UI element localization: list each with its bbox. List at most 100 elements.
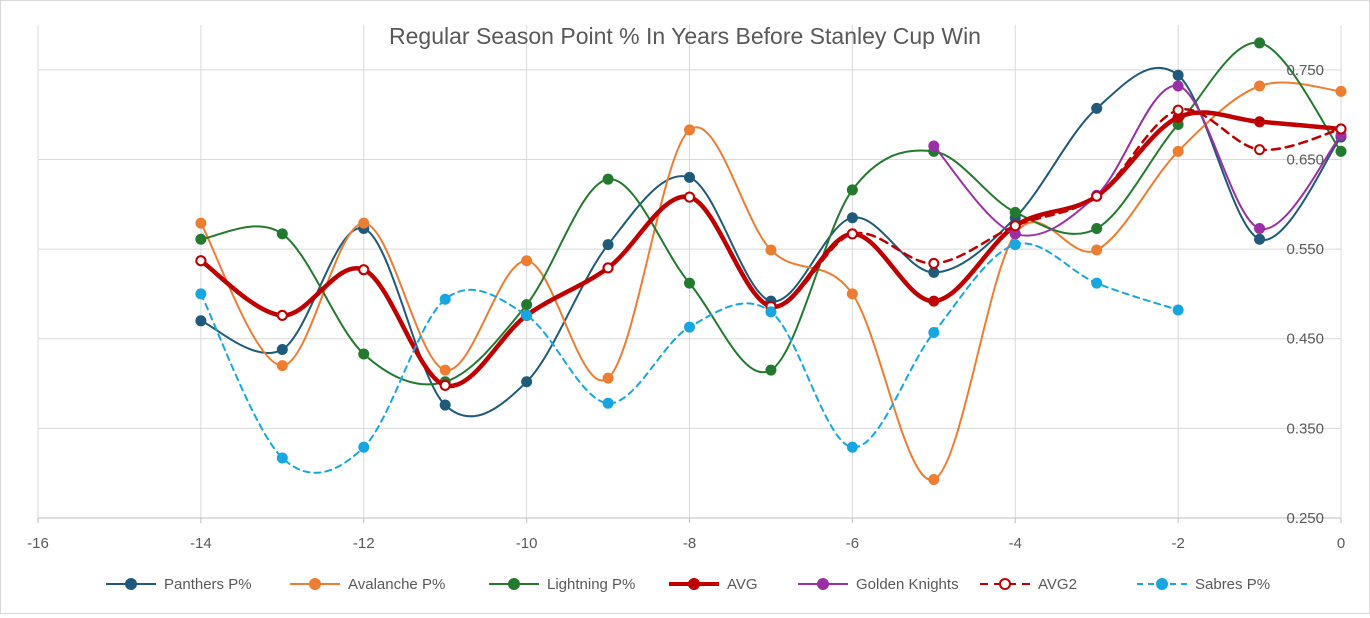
legend-item-avg: AVG [669,576,758,593]
data-point [602,173,614,185]
legend-item-golden-knights: Golden Knights [798,576,959,593]
data-point [439,364,451,376]
legend-swatch-marker [817,578,829,590]
x-tick-label: -6 [846,535,859,552]
data-point [1335,85,1347,97]
data-point [846,212,858,224]
data-point [195,255,207,267]
gridlines [37,25,1342,519]
legend-item-sabres-p: Sabres P% [1137,576,1270,593]
data-point [1172,80,1184,92]
y-tick-label: 0.650 [1286,151,1324,168]
series-sabres-p [195,239,1184,474]
data-point [928,295,940,307]
data-point [602,372,614,384]
data-point [684,171,695,183]
data-point [765,364,777,376]
data-point [1254,37,1266,49]
series-avalanche-p [195,80,1347,485]
data-point [1172,145,1184,157]
data-point [1254,233,1266,245]
legend-label: AVG2 [1038,576,1077,593]
legend-item-panthers-p: Panthers P% [106,576,252,593]
legend-swatch-marker [508,578,520,590]
tick-labels: -16 -14 -12 -10 -8 -6 -4 -2 0 0.250 0.350 0.450 0.55… [27,62,1345,552]
x-tick-label: -12 [353,535,375,552]
data-point [1335,123,1347,135]
series-lightning-p [195,37,1347,388]
legend-label: AVG [727,576,758,593]
legend-label: Lightning P% [547,576,635,593]
series-line-avalanche-p [199,81,1342,481]
data-point [684,321,695,333]
data-point [276,309,288,321]
data-point [846,228,858,240]
data-point [1009,220,1021,232]
y-tick-label: 0.450 [1286,331,1324,348]
data-point [439,379,451,391]
x-tick-label: -10 [516,535,538,552]
data-point [1091,277,1103,289]
data-point [276,452,288,464]
data-point [276,360,288,372]
data-point [276,343,288,355]
legend-item-lightning-p: Lightning P% [489,576,635,593]
data-point [684,277,695,289]
chart-title: Regular Season Point % In Years Before S… [389,23,981,49]
legend-swatch-marker [999,578,1011,590]
data-point [439,399,451,411]
legend-swatch-marker [125,578,137,590]
data-point [684,124,695,136]
x-tick-label: 0 [1337,535,1345,552]
legend-label: Panthers P% [164,576,252,593]
data-point [358,264,370,276]
data-point [521,309,533,321]
data-point [195,288,207,300]
data-point [1009,239,1021,251]
x-tick-label: -16 [27,535,49,552]
data-point [928,473,940,485]
x-tick-label: -14 [190,535,212,552]
data-point [1009,206,1021,218]
data-point [439,293,451,305]
y-tick-label: 0.250 [1286,510,1324,527]
data-point [846,288,858,300]
series-line-avg2 [199,108,1343,388]
data-point [358,217,370,229]
data-point [1172,304,1184,316]
data-point [1335,145,1347,157]
y-tick-label: 0.550 [1286,241,1324,258]
legend-swatch-marker [1156,578,1168,590]
data-point [928,140,940,152]
x-tick-label: -4 [1009,535,1022,552]
x-tick-label: -8 [683,535,696,552]
legend-swatch-marker [309,578,321,590]
data-point [358,441,370,453]
data-point [1254,222,1266,234]
legend-label: Avalanche P% [348,576,445,593]
data-point [1091,190,1103,202]
data-point [1254,116,1266,128]
data-point [846,441,858,453]
data-point [1172,69,1184,81]
data-point [602,397,614,409]
data-point [1172,104,1184,116]
legend-label: Golden Knights [856,576,959,593]
data-point [521,299,533,311]
x-tick-label: -2 [1171,535,1184,552]
y-tick-label: 0.750 [1286,62,1324,79]
data-point [602,262,614,274]
series-panthers-p [195,66,1347,418]
x-axis [37,517,1342,523]
legend: Panthers P% Avalanche P% Lightning P% AVG Go… [106,576,1270,593]
data-point [1091,244,1103,256]
data-point [195,217,207,229]
data-point [846,184,858,196]
data-point [1091,222,1103,234]
data-point [765,244,777,256]
series-lines [195,37,1347,485]
legend-swatch-marker [688,578,700,590]
data-point [521,255,533,267]
